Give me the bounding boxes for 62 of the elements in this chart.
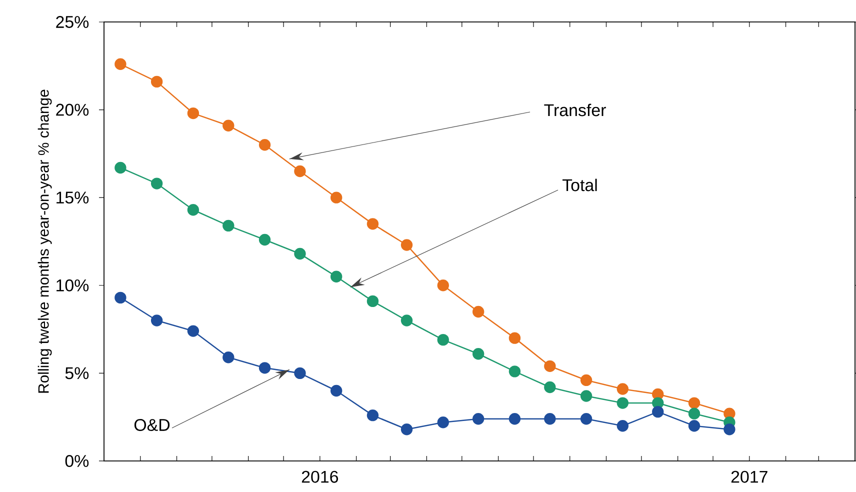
point — [114, 292, 126, 304]
point — [330, 384, 342, 397]
point — [544, 381, 556, 394]
point — [294, 165, 306, 178]
point — [437, 280, 449, 292]
point — [114, 58, 126, 70]
y-tick-label: 15% — [56, 192, 89, 204]
point — [688, 408, 700, 420]
point — [258, 362, 271, 374]
point — [544, 360, 556, 372]
point — [616, 383, 629, 395]
point — [544, 412, 556, 425]
point — [688, 420, 700, 432]
point — [150, 178, 163, 190]
point — [114, 162, 126, 174]
y-tick-label: 5% — [65, 367, 89, 380]
point — [400, 314, 413, 326]
point — [366, 218, 379, 230]
point — [400, 424, 413, 436]
point — [652, 406, 664, 418]
point — [400, 239, 413, 251]
y-tick-label: 10% — [56, 279, 89, 292]
annotation: Total — [562, 178, 597, 192]
point — [187, 325, 200, 337]
point — [222, 352, 234, 364]
point — [688, 397, 700, 409]
point — [258, 139, 271, 151]
point — [508, 412, 521, 425]
point — [222, 220, 234, 232]
point — [472, 306, 484, 318]
point — [150, 76, 163, 88]
x-tick-label: 2016 — [302, 470, 338, 483]
y-tick-label: 0% — [65, 454, 89, 467]
y-tick-label: 20% — [56, 104, 89, 116]
point — [330, 270, 342, 282]
point — [508, 332, 521, 344]
point — [330, 192, 342, 204]
point — [222, 120, 234, 132]
point — [472, 348, 484, 360]
point — [294, 248, 306, 260]
annotation: O&D — [134, 418, 170, 431]
x-tick-label: 2017 — [731, 470, 768, 483]
point — [616, 397, 629, 409]
point — [294, 367, 306, 380]
point — [724, 424, 736, 436]
point — [366, 295, 379, 308]
point — [366, 409, 379, 422]
point — [437, 416, 449, 428]
point — [472, 412, 484, 425]
point — [616, 420, 629, 432]
y-tick-label: 25% — [56, 16, 89, 28]
point — [150, 314, 163, 326]
point — [187, 204, 200, 216]
point — [508, 366, 521, 378]
point — [580, 374, 592, 386]
point — [437, 334, 449, 346]
y-axis-title: Rolling twelve months year-on-year % change — [38, 90, 52, 393]
point — [580, 390, 592, 402]
point — [258, 234, 271, 246]
point — [580, 412, 592, 425]
point — [187, 107, 200, 120]
annotation: Transfer — [544, 104, 606, 116]
